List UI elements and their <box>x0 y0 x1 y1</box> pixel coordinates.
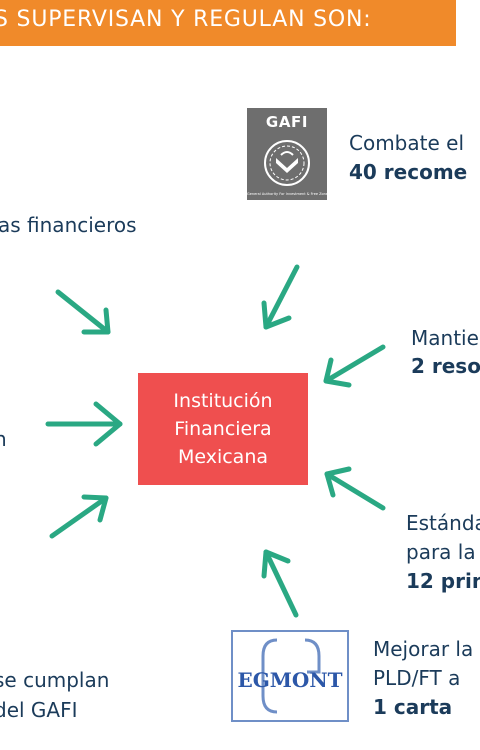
egmont-emblem-icon <box>261 638 321 714</box>
arrow-from-right-mid <box>324 466 386 511</box>
left-bottom-line2: del GAFI <box>0 698 78 722</box>
arrow-from-left-mid <box>45 401 123 447</box>
arrow-from-left-bottom <box>49 494 109 539</box>
egmont-desc-line3: 1 carta <box>373 695 453 719</box>
institucion-financiera-box: Institución Financiera Mexicana <box>138 373 308 485</box>
right-mid-line1: Estánda <box>406 511 480 535</box>
gafi-desc-line1: Combate el <box>349 131 464 155</box>
egmont-logo-text: EGMONT <box>237 668 343 692</box>
header-banner: S SUPERVISAN Y REGULAN SON: <box>0 0 456 46</box>
left-mid-text: n <box>0 427 7 451</box>
left-bottom-line1: se cumplan <box>0 668 110 692</box>
gafi-logo-text: GAFI <box>265 113 309 131</box>
gafi-logo-subtitle: General Authority For Investment & Free … <box>247 192 327 196</box>
banner-title: S SUPERVISAN Y REGULAN SON: <box>0 7 372 32</box>
arrow-from-gafi <box>261 264 300 330</box>
egmont-logo: EGMONT <box>231 630 349 722</box>
gafi-emblem-icon <box>264 140 310 186</box>
center-line-2: Financiera <box>174 418 272 440</box>
right-mid-line2: para la <box>406 540 476 564</box>
left-top-text: as financieros <box>0 213 137 237</box>
right-top-line1: Mantie <box>411 326 479 350</box>
egmont-desc-line1: Mejorar la <box>373 637 474 661</box>
center-line-3: Mexicana <box>177 446 269 468</box>
arrow-from-egmont <box>261 549 299 618</box>
egmont-desc-line2: PLD/FT a <box>373 666 461 690</box>
right-top-line2: 2 reso <box>411 354 480 378</box>
center-line-1: Institución <box>173 390 273 412</box>
gafi-logo: GAFI General Authority For Investment & … <box>247 108 327 200</box>
arrow-from-left-top <box>55 289 111 335</box>
gafi-desc-line2: 40 recome <box>349 160 468 184</box>
arrow-from-right-top <box>323 344 386 388</box>
right-mid-line3: 12 prin <box>406 569 480 593</box>
